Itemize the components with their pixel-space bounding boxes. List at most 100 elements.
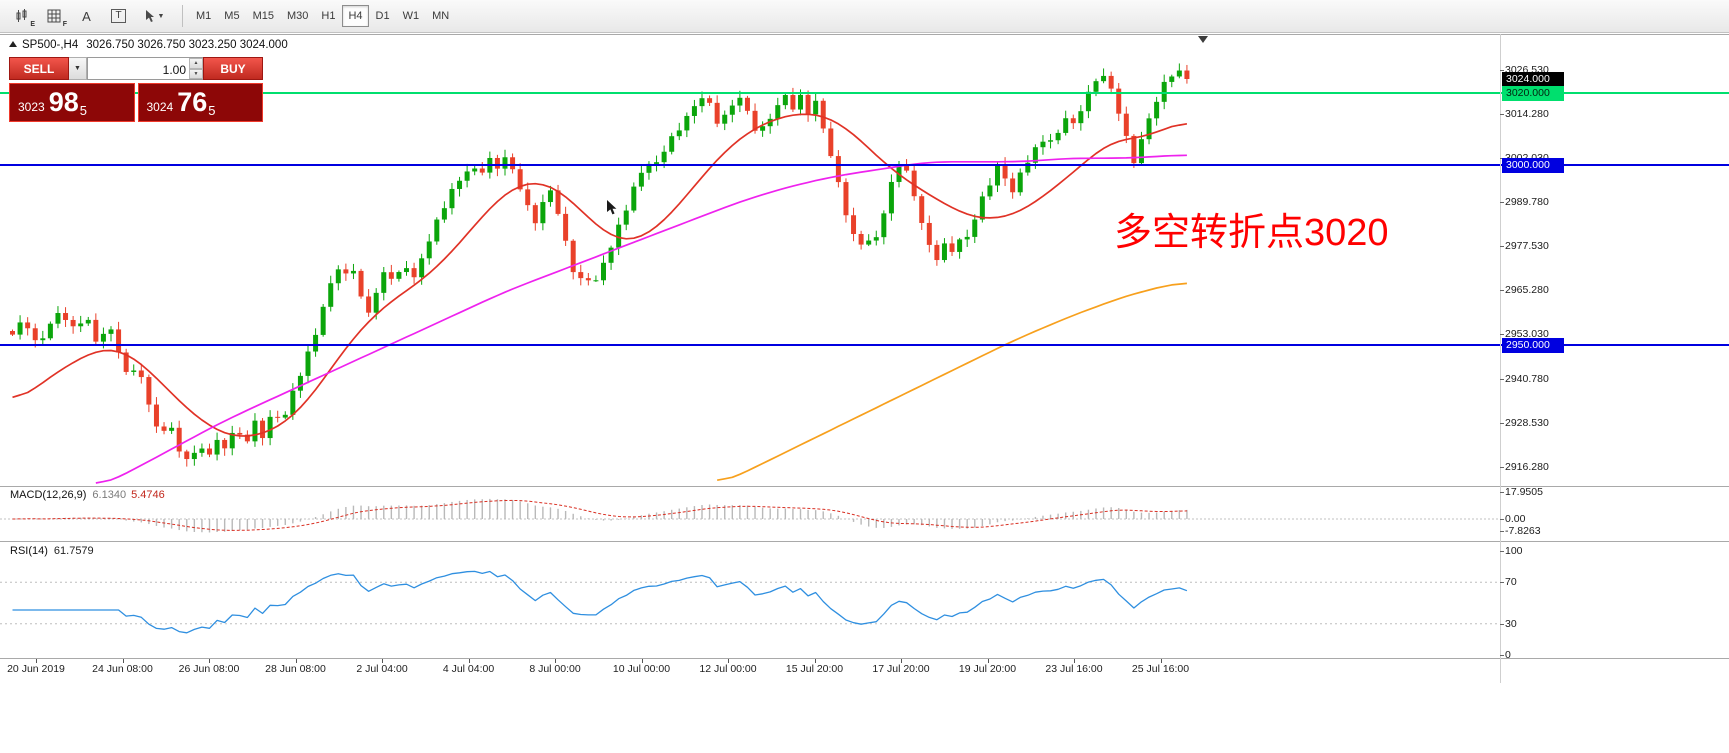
timeframe-button-W1[interactable]: W1 [402,10,420,22]
macd-name: MACD(12,26,9) [10,489,87,501]
candlestick-chart-icon [16,9,26,22]
chevron-down-icon: ▼ [74,65,81,72]
cursor-tool-icon [145,10,154,22]
macd-panel-separator[interactable] [0,486,1729,487]
horizontal-line-3020[interactable] [0,92,1729,95]
price-tick-label: 2916.280 [1505,460,1549,473]
axis-vertical-separator [1500,34,1501,683]
ask-quote-box[interactable]: 3024 76 5 [137,83,263,122]
rsi-value: 61.7579 [53,545,94,557]
volume-field-wrap: ▲ ▼ [87,57,203,81]
price-badge-2950.000: 2950.000 [1502,337,1564,353]
price-badge-3000.000: 3000.000 [1502,157,1564,173]
bid-quote-box[interactable]: 3023 98 5 [9,83,135,122]
time-axis-label: 17 Jul 20:00 [872,663,930,675]
chart-symbol-period: SP500-,H4 [22,39,79,51]
rsi-panel-separator[interactable] [0,541,1729,542]
volume-step-up-button[interactable]: ▲ [189,58,203,69]
time-axis-label: 23 Jul 16:00 [1045,663,1103,675]
time-axis-label: 8 Jul 00:00 [529,663,581,675]
time-axis-label: 28 Jun 08:00 [265,663,326,675]
rsi-tick-mark [1500,582,1504,584]
macd-axis-label: 17.9505 [1505,486,1543,499]
price-tick-label: 2965.280 [1505,284,1549,297]
rsi-tick-mark [1500,551,1504,552]
macd-indicator-label: MACD(12,26,9) 6.1340 5.4746 [10,489,165,501]
time-tick-mark [987,659,989,663]
rsi-tick-mark [1500,655,1504,656]
time-tick-mark [641,659,643,663]
rsi-axis-label: 70 [1505,576,1517,589]
mouse-cursor [606,200,619,221]
cursor-tool-button[interactable]: ▼ [136,3,172,29]
timeframe-button-M15[interactable]: M15 [252,10,274,22]
timeframe-button-M30[interactable]: M30 [286,10,309,22]
timeframe-toolbar: M1 M5 M15 M30 H1 H4 D1 W1 MN [190,5,456,27]
price-tick-label: 2989.780 [1505,196,1549,209]
timeframe-button-M5[interactable]: M5 [224,10,240,22]
price-tick-label: 2940.780 [1505,372,1549,385]
time-tick-mark [122,659,124,663]
time-axis-label: 26 Jun 08:00 [178,663,240,675]
time-tick-mark [36,659,37,663]
time-axis-label: 25 Jul 16:00 [1131,663,1190,675]
time-axis-separator [0,658,1729,659]
volume-stepper: ▲ ▼ [189,58,203,79]
sell-button[interactable]: SELL [9,57,69,80]
buy-button[interactable]: BUY [203,57,263,80]
time-tick-mark [814,659,816,663]
horizontal-line-2950[interactable] [0,344,1729,347]
time-tick-mark [468,659,470,663]
time-tick-mark [295,659,297,663]
time-axis-label: 12 Jul 00:00 [699,663,757,675]
macd-tick-mark [1500,530,1504,532]
time-axis-label: 10 Jul 00:00 [612,663,671,675]
timeframe-button-M1[interactable]: M1 [196,10,212,22]
time-tick-mark [728,659,729,663]
text-label-tool-button[interactable]: T [104,3,133,29]
ask-price-sup: 5 [208,103,216,118]
time-axis-label: 2 Jul 04:00 [356,663,408,675]
chart-annotation-text[interactable]: 多空转折点3020 [1114,212,1389,254]
chart-ohlc-values: 3026.750 3026.750 3023.250 3024.000 [86,39,288,51]
macd-axis-label: -7.8263 [1505,524,1541,537]
grid-tool-button[interactable]: F [40,3,69,29]
time-tick-mark [901,659,902,663]
horizontal-line-3000[interactable] [0,164,1729,167]
price-tick-mark [1500,202,1504,204]
chart-tool-button[interactable]: E [8,3,37,29]
timeframe-button-MN[interactable]: MN [432,10,450,22]
macd-tick-mark [1500,519,1504,520]
rsi-indicator-label: RSI(14) 61.7579 [10,545,94,557]
bid-price-prefix: 3023 [18,100,45,114]
macd-value-main: 6.1340 [92,489,127,501]
volume-input[interactable] [88,58,188,81]
window-top-border [0,34,1729,35]
one-click-panel-toggle-icon[interactable] [9,41,17,47]
time-axis-label: 19 Jul 20:00 [958,663,1017,675]
macd-axis-label: 0.00 [1505,513,1526,525]
price-badge-3024.000: 3024.000 [1502,71,1564,87]
time-tick-mark [555,659,556,663]
toolbar: E F A T ▼ M1 M5 M15 M30 H1 H4 D1 W1 MN [0,0,1729,33]
timeframe-button-H1[interactable]: H1 [321,10,336,22]
text-tool-button[interactable]: A [72,3,101,29]
price-tick-mark [1500,466,1504,468]
chart-shift-marker-icon [1198,36,1208,43]
grid-icon [47,9,61,22]
ask-price-prefix: 3024 [146,100,174,114]
rsi-axis-label: 0 [1505,649,1511,661]
price-tick-mark [1500,290,1504,292]
timeframe-button-D1[interactable]: D1 [375,10,390,22]
timeframe-button-H4[interactable]: H4 [342,5,369,27]
volume-dropdown-button[interactable]: ▼ [69,57,87,80]
time-axis-label: 4 Jul 04:00 [442,663,495,675]
time-tick-mark [382,659,383,663]
price-tick-mark [1500,113,1504,115]
price-tick-mark [1500,69,1504,71]
price-tick-mark [1500,422,1504,424]
chart-title-bar: SP500-,H4 3026.750 3026.750 3023.250 3024… [9,39,288,51]
text-tool-icon: A [82,8,91,24]
volume-step-down-button[interactable]: ▼ [189,68,203,79]
